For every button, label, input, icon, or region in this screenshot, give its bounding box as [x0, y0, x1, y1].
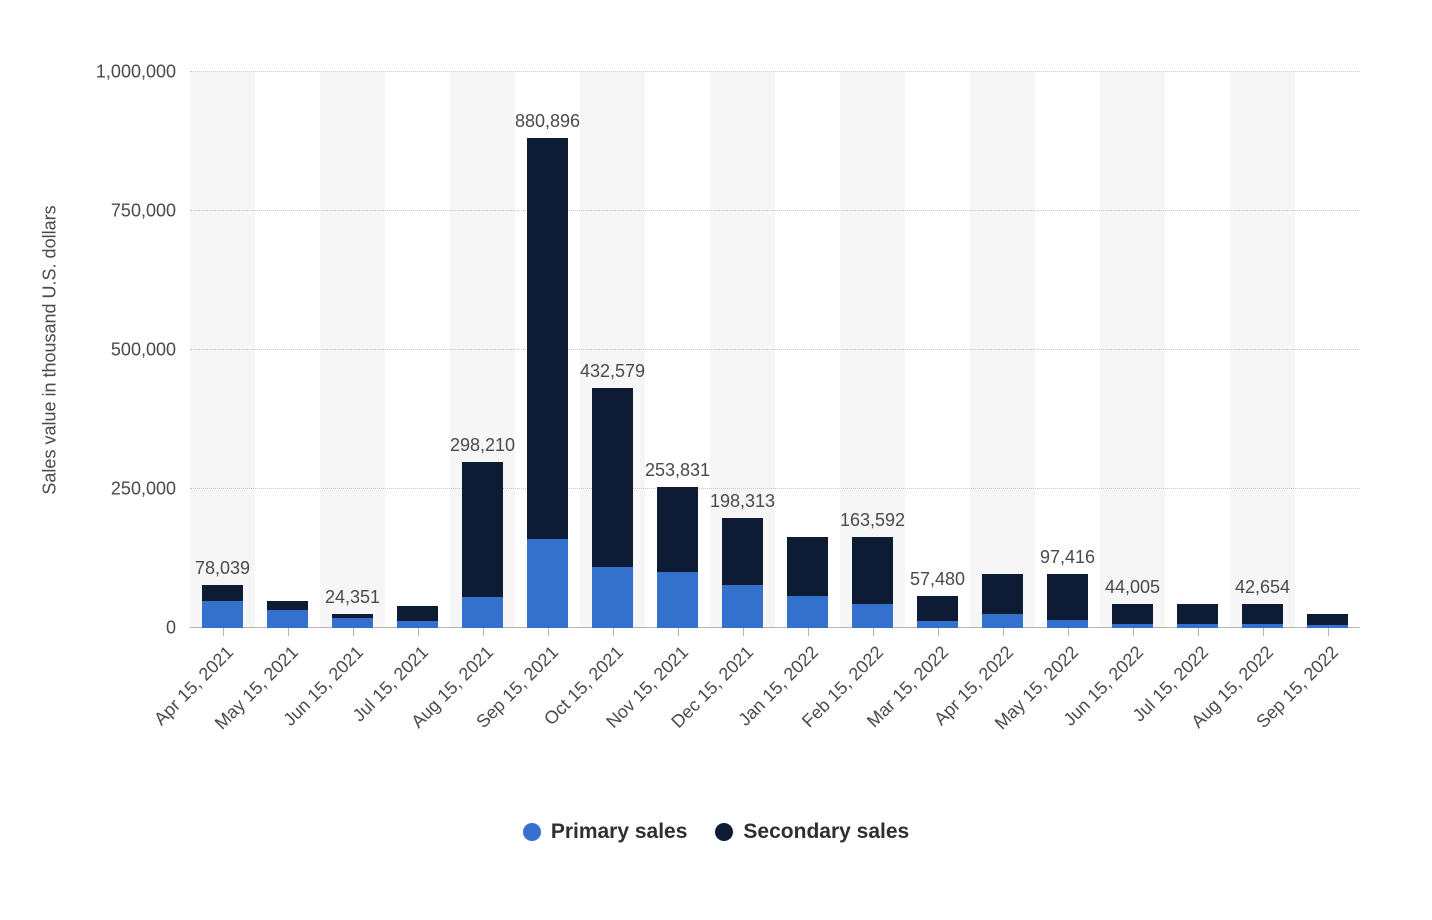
- gridline: [190, 349, 1360, 350]
- y-tick-label: 250,000: [111, 479, 176, 500]
- bar-value-label: 24,351: [325, 587, 380, 608]
- x-tick: [1263, 628, 1264, 636]
- x-tick: [418, 628, 419, 636]
- plot-stripe: [1100, 72, 1165, 628]
- bar-primary: [592, 567, 634, 628]
- legend-swatch-secondary: [715, 823, 733, 841]
- plot-stripe: [1230, 72, 1295, 628]
- y-tick-label: 0: [166, 618, 176, 639]
- bar-primary: [527, 539, 569, 628]
- plot-stripe: [190, 72, 255, 628]
- bar-secondary: [1112, 604, 1154, 624]
- bar-secondary: [1242, 604, 1284, 623]
- bar-value-label: 57,480: [910, 569, 965, 590]
- sales-stacked-bar-chart: Sales value in thousand U.S. dollars 025…: [0, 0, 1432, 920]
- bar-primary: [657, 572, 699, 628]
- x-tick: [613, 628, 614, 636]
- bar-value-label: 432,579: [580, 361, 645, 382]
- bar-secondary: [722, 518, 764, 585]
- x-axis-labels: Apr 15, 2021May 15, 2021Jun 15, 2021Jul …: [190, 628, 1360, 828]
- bar-secondary: [332, 614, 374, 618]
- x-tick: [223, 628, 224, 636]
- bar-secondary: [527, 138, 569, 539]
- bar-secondary: [267, 601, 309, 610]
- x-tick: [743, 628, 744, 636]
- gridline: [190, 71, 1360, 72]
- x-tick: [1068, 628, 1069, 636]
- y-tick-label: 500,000: [111, 340, 176, 361]
- x-tick: [1003, 628, 1004, 636]
- bar-secondary: [202, 585, 244, 602]
- bar-primary: [787, 596, 829, 628]
- x-tick: [288, 628, 289, 636]
- plot-area: 78,039 24,351 298,210 880,896 432,579 253,831…: [190, 72, 1360, 628]
- bar-value-label: 198,313: [710, 491, 775, 512]
- legend-swatch-primary: [523, 823, 541, 841]
- bar-secondary: [787, 537, 829, 596]
- plot-stripe: [320, 72, 385, 628]
- bar-secondary: [592, 388, 634, 567]
- x-tick: [873, 628, 874, 636]
- chart-legend: Primary sales Secondary sales: [0, 820, 1432, 844]
- bar-secondary: [852, 537, 894, 603]
- bar-primary: [332, 618, 374, 628]
- bar-value-label: 42,654: [1235, 577, 1290, 598]
- bar-secondary: [1177, 604, 1219, 623]
- x-tick: [678, 628, 679, 636]
- x-tick: [353, 628, 354, 636]
- legend-item-primary: Primary sales: [523, 820, 688, 844]
- bar-primary: [202, 601, 244, 628]
- bar-primary: [267, 610, 309, 628]
- x-tick: [1328, 628, 1329, 636]
- bar-value-label: 880,896: [515, 111, 580, 132]
- gridline: [190, 210, 1360, 211]
- bar-secondary: [917, 596, 959, 621]
- x-tick: [938, 628, 939, 636]
- bar-primary: [982, 614, 1024, 628]
- bar-primary: [917, 621, 959, 628]
- legend-label-secondary: Secondary sales: [743, 820, 909, 844]
- y-tick-label: 750,000: [111, 201, 176, 222]
- x-tick: [1198, 628, 1199, 636]
- bar-secondary: [397, 606, 439, 622]
- bar-primary: [722, 585, 764, 628]
- x-tick: [548, 628, 549, 636]
- bar-value-label: 78,039: [195, 558, 250, 579]
- gridline: [190, 488, 1360, 489]
- bar-value-label: 97,416: [1040, 547, 1095, 568]
- legend-item-secondary: Secondary sales: [715, 820, 909, 844]
- bar-value-label: 298,210: [450, 435, 515, 456]
- x-tick: [1133, 628, 1134, 636]
- y-tick-label: 1,000,000: [96, 62, 176, 83]
- bar-primary: [397, 621, 439, 628]
- bar-value-label: 44,005: [1105, 577, 1160, 598]
- bar-value-label: 253,831: [645, 460, 710, 481]
- x-tick: [808, 628, 809, 636]
- bar-secondary: [1047, 574, 1089, 620]
- bar-secondary: [462, 462, 504, 597]
- bar-value-label: 163,592: [840, 510, 905, 531]
- y-axis-tick-labels: 0250,000500,000750,0001,000,000: [0, 72, 176, 628]
- x-tick: [483, 628, 484, 636]
- bar-secondary: [657, 487, 699, 573]
- legend-label-primary: Primary sales: [551, 820, 688, 844]
- bar-secondary: [982, 574, 1024, 614]
- plot-stripe: [970, 72, 1035, 628]
- bar-primary: [462, 597, 504, 628]
- bar-primary: [1047, 620, 1089, 628]
- bar-secondary: [1307, 614, 1349, 625]
- bar-primary: [852, 604, 894, 628]
